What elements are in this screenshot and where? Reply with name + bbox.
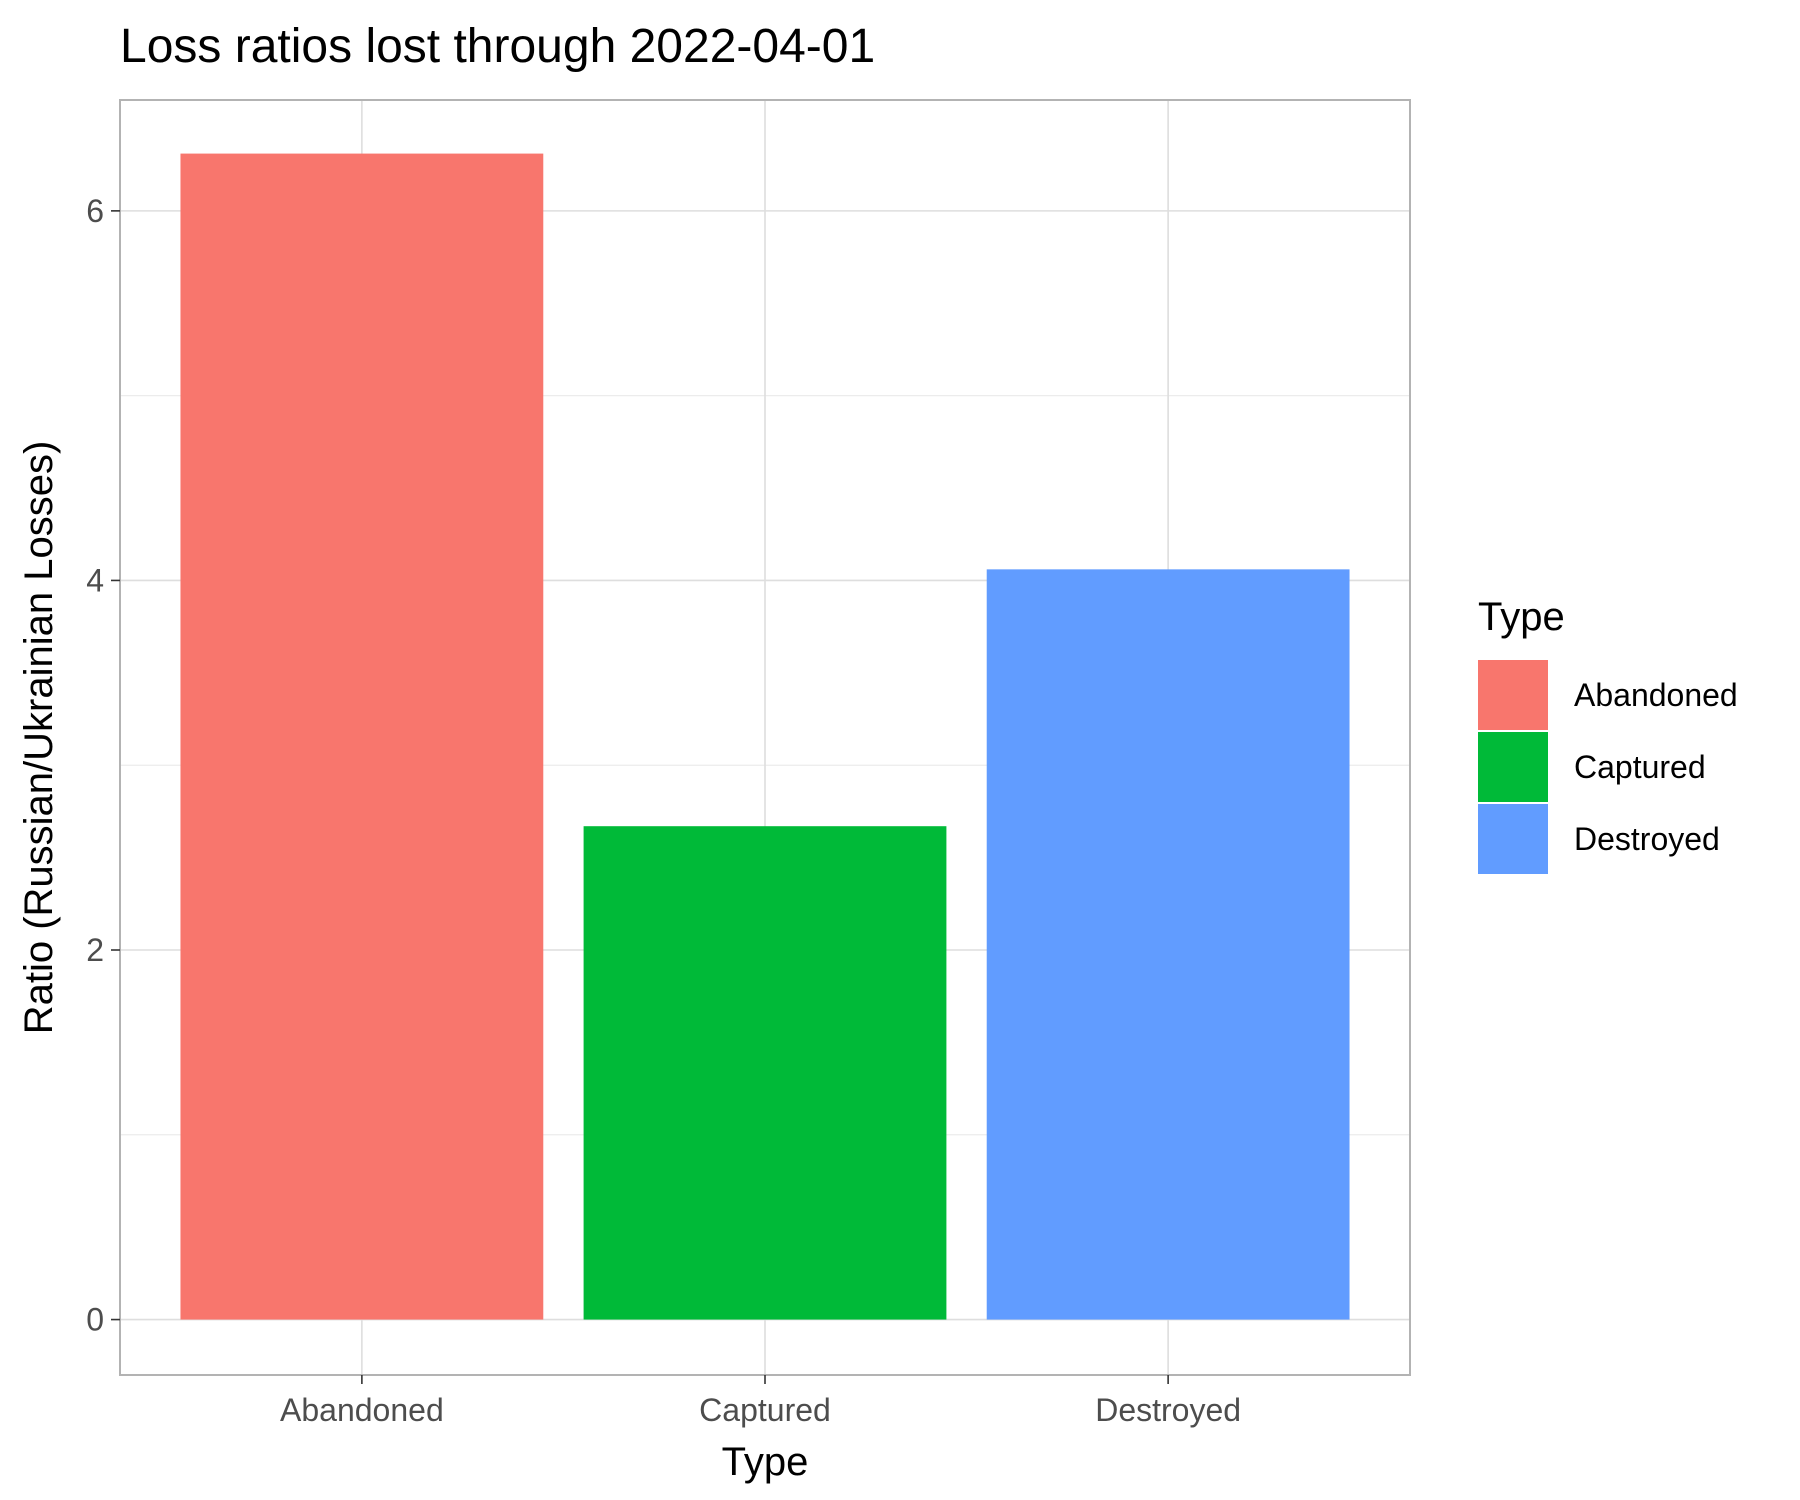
bar-abandoned [180,153,544,1320]
legend-key-abandoned [1478,660,1548,730]
legend-label: Abandoned [1574,677,1738,713]
legend-key-captured [1478,732,1548,802]
x-tick-label: Abandoned [280,1392,444,1428]
y-axis-title: Ratio (Russian/Ukrainian Losses) [17,441,61,1035]
bar-captured [583,826,947,1320]
x-axis: Abandoned Captured Destroyed [280,1375,1241,1428]
y-tick-label: 0 [86,1302,104,1338]
x-tick-label: Captured [699,1392,831,1428]
chart-title: Loss ratios lost through 2022-04-01 [120,20,875,73]
bars [180,153,1350,1320]
y-tick-label: 4 [86,562,104,598]
y-axis: 0 2 4 6 [86,193,120,1338]
y-tick-label: 2 [86,932,104,968]
x-axis-title: Type [722,1440,809,1484]
legend-key-destroyed [1478,804,1548,874]
legend-label: Captured [1574,749,1706,785]
x-tick-label: Destroyed [1095,1392,1241,1428]
legend-entries: Abandoned Captured Destroyed [1478,660,1738,874]
bar-destroyed [986,569,1350,1320]
legend-label: Destroyed [1574,821,1720,857]
y-tick-label: 6 [86,193,104,229]
legend: Type Abandoned Captured Destroyed [1478,595,1738,874]
legend-title: Type [1478,595,1565,639]
